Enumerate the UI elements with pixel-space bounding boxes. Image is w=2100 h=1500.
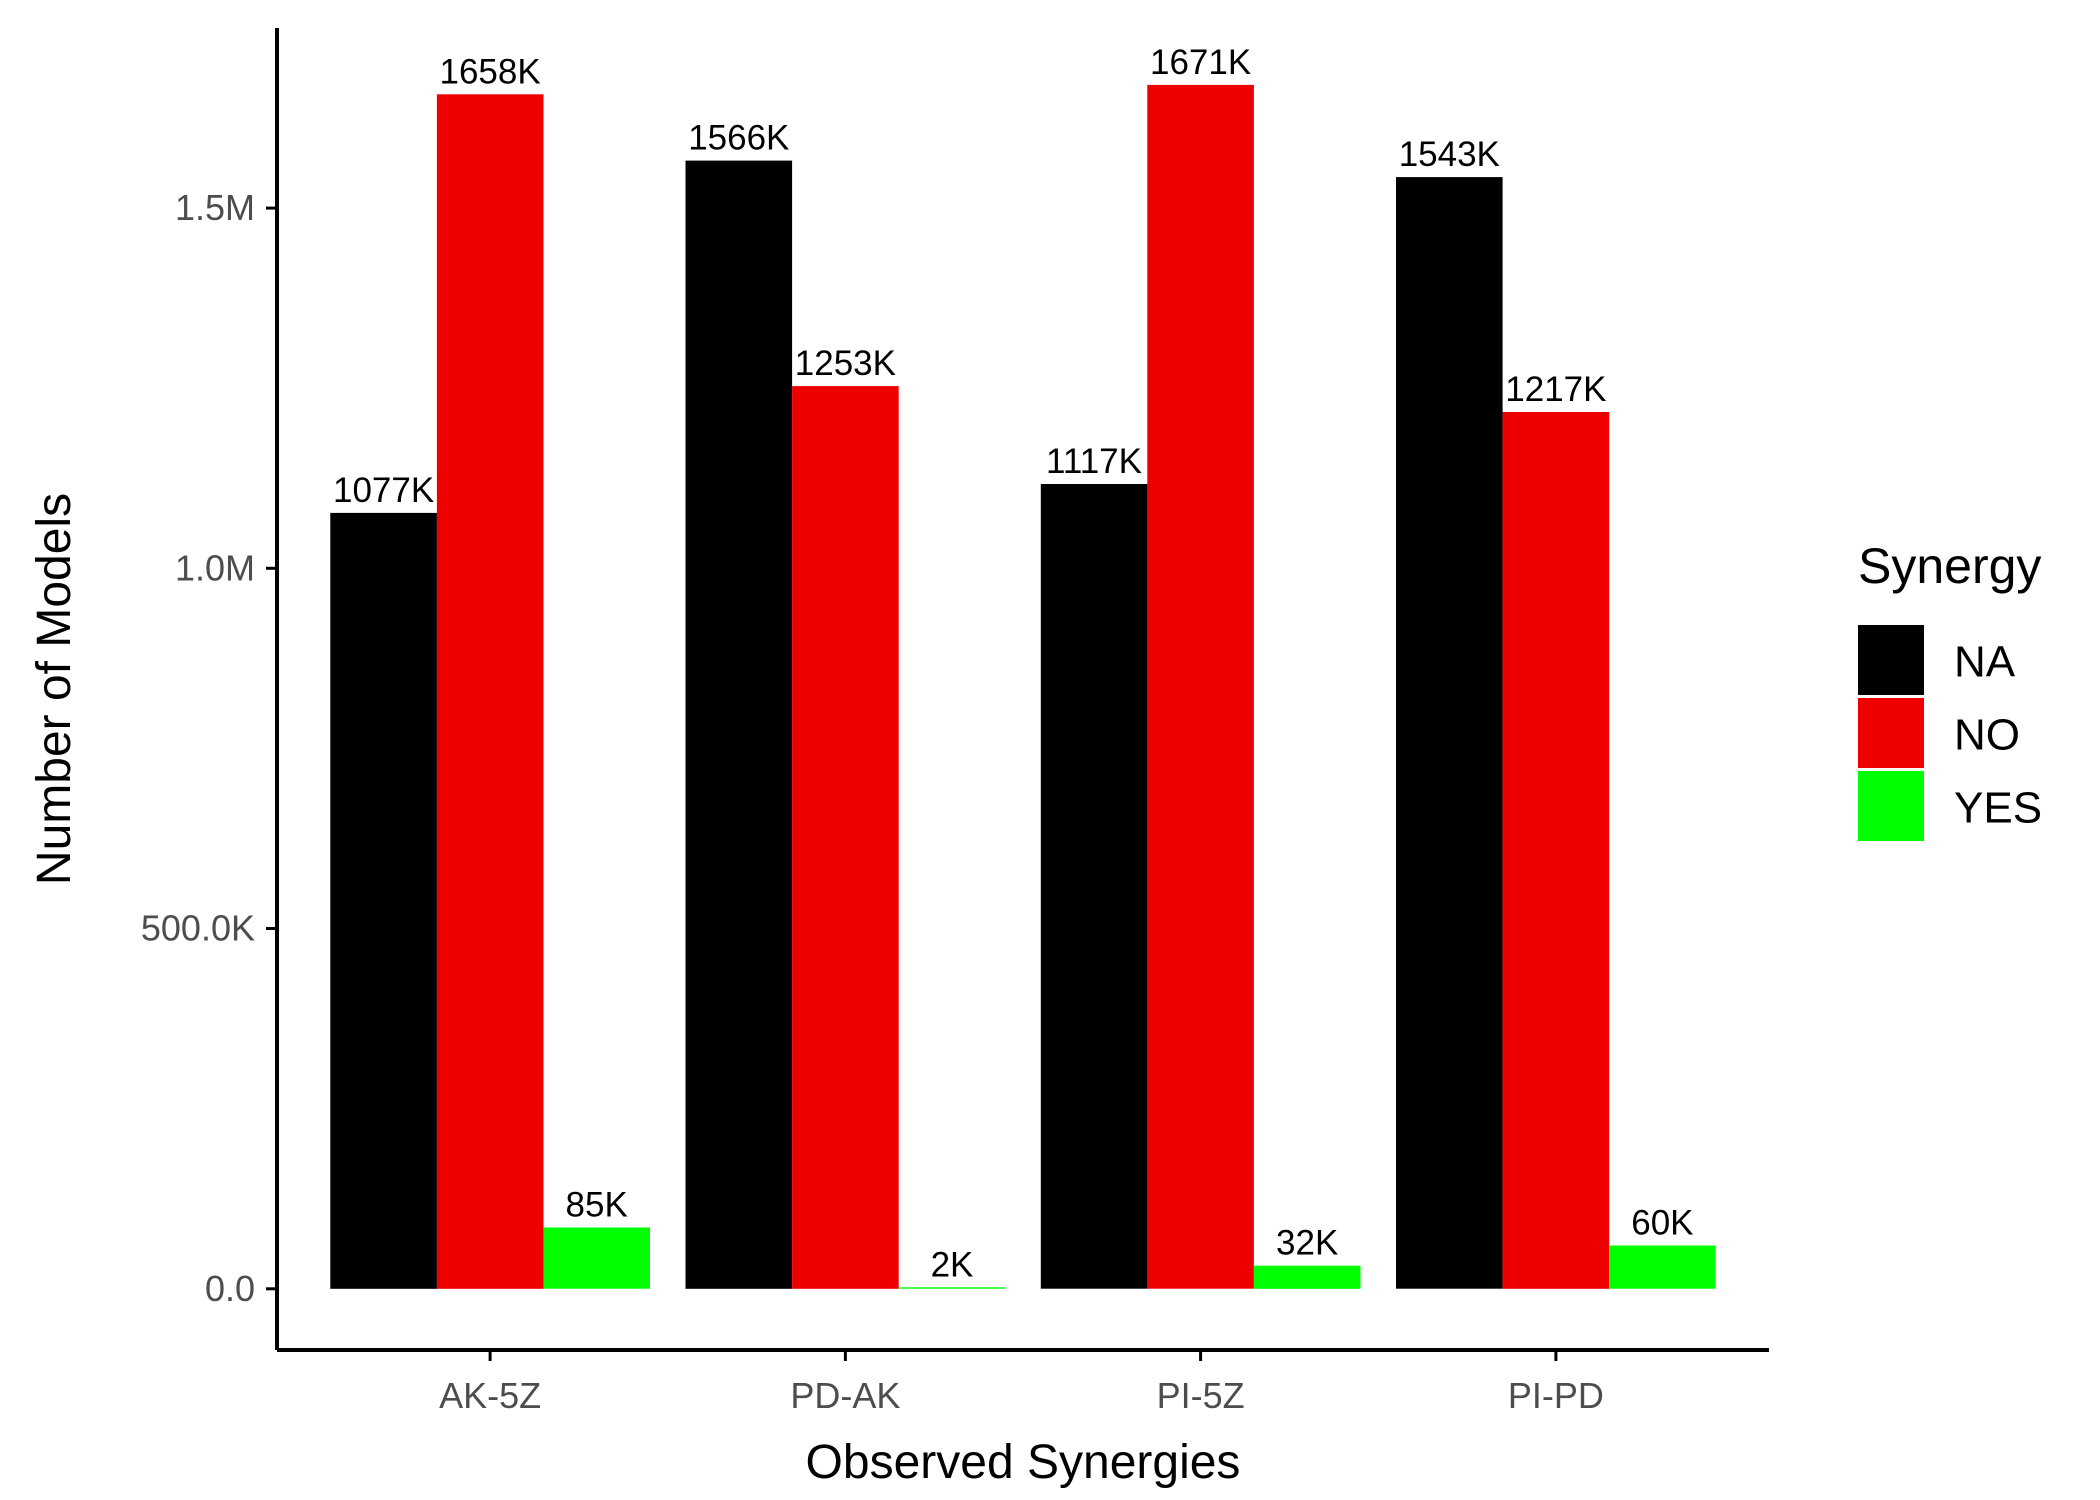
- x-axis-title: Observed Synergies: [806, 1436, 1241, 1489]
- y-ticks-group: 0.0 500.0K 1.0M 1.5M: [141, 187, 277, 1309]
- bars-group: [330, 84, 1716, 1289]
- legend-title: Synergy: [1858, 538, 2041, 594]
- bar-no-ak-5z: [436, 94, 544, 1289]
- legend-key-yes: [1858, 771, 1924, 841]
- bar-yes-pd-ak: [898, 1287, 1006, 1289]
- bar-na-pi-5z: [1040, 484, 1148, 1289]
- legend-label-na: NA: [1954, 638, 2016, 687]
- bar-value-label: 1217K: [1505, 370, 1606, 409]
- bar-yes-ak-5z: [543, 1227, 650, 1289]
- x-tick-label: PI-PD: [1508, 1375, 1604, 1416]
- x-tick-label: PI-5Z: [1157, 1375, 1245, 1416]
- bar-na-pi-pd: [1396, 177, 1503, 1289]
- y-tick-label: 1.0M: [175, 547, 255, 588]
- x-tick-label: AK-5Z: [439, 1375, 541, 1416]
- bar-yes-pi-5z: [1253, 1265, 1361, 1289]
- bar-value-label: 60K: [1631, 1204, 1693, 1243]
- bar-value-label: 2K: [931, 1245, 974, 1284]
- bar-value-label: 1077K: [333, 471, 434, 510]
- bar-value-label: 1658K: [439, 52, 540, 91]
- x-ticks-group: AK-5Z PD-AK PI-5Z PI-PD: [439, 1350, 1604, 1416]
- bar-no-pd-ak: [792, 386, 899, 1289]
- bar-na-ak-5z: [330, 512, 437, 1289]
- bar-value-label: 32K: [1276, 1224, 1338, 1263]
- bar-value-label: 85K: [566, 1186, 628, 1225]
- legend-key-no: [1858, 698, 1924, 768]
- legend: Synergy NA NO YES: [1858, 538, 2042, 841]
- y-tick-label: 0.0: [205, 1268, 255, 1309]
- bar-value-label: 1253K: [795, 344, 896, 383]
- bar-na-pd-ak: [685, 160, 793, 1289]
- x-tick-label: PD-AK: [790, 1375, 900, 1416]
- y-axis-title: Number of Models: [28, 493, 81, 885]
- bar-yes-pi-pd: [1609, 1245, 1716, 1289]
- bar-value-label: 1117K: [1046, 442, 1142, 481]
- bar-no-pi-pd: [1502, 412, 1610, 1289]
- bar-no-pi-5z: [1147, 84, 1254, 1289]
- y-tick-label: 1.5M: [175, 187, 255, 228]
- bar-value-label: 1543K: [1399, 135, 1500, 174]
- y-tick-label: 500.0K: [141, 908, 255, 949]
- bar-labels-group: 1077K 1658K 85K 1566K 1253K 2K 1117K 1671K 32K 15…: [333, 43, 1694, 1284]
- legend-label-yes: YES: [1954, 784, 2042, 833]
- bar-value-label: 1671K: [1150, 43, 1251, 82]
- legend-label-no: NO: [1954, 711, 2020, 760]
- bar-value-label: 1566K: [688, 119, 789, 158]
- legend-key-na: [1858, 625, 1924, 695]
